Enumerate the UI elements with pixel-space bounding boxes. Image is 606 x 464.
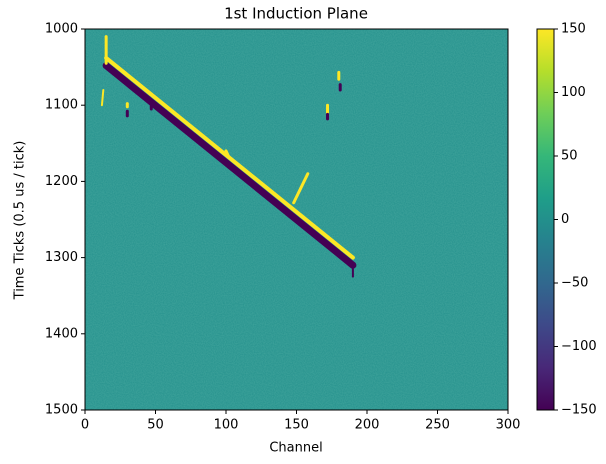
y-tick-label: 1500 — [45, 403, 78, 418]
y-tick-label: 1200 — [45, 174, 78, 189]
track — [224, 149, 231, 159]
x-tick-label: 50 — [147, 418, 164, 433]
colorbar-tick-label: 150 — [561, 22, 586, 37]
x-tick-label: 0 — [81, 418, 89, 433]
chart-title: 1st Induction Plane — [224, 5, 368, 23]
track — [100, 88, 105, 107]
y-axis-label: Time Ticks (0.5 us / tick) — [13, 141, 28, 301]
track — [292, 172, 310, 205]
colorbar-tick-label: −100 — [561, 339, 597, 354]
colorbar-tick-label: 100 — [561, 85, 586, 100]
colorbar-tick-label: −50 — [561, 276, 588, 291]
colorbar — [536, 28, 555, 411]
colorbar-tick-label: −150 — [561, 403, 597, 418]
colorbar-tick-label: 50 — [561, 149, 578, 164]
colorbar-tick-label: 0 — [561, 212, 569, 227]
y-tick-label: 1400 — [45, 326, 78, 341]
x-tick-label: 300 — [496, 418, 521, 433]
heatmap — [85, 29, 508, 410]
y-tick-label: 1000 — [45, 22, 78, 37]
track — [102, 62, 357, 269]
y-tick-label: 1100 — [45, 98, 78, 113]
x-tick-label: 100 — [214, 418, 239, 433]
x-axis-label: Channel — [269, 441, 322, 456]
x-tick-label: 250 — [425, 418, 450, 433]
x-tick-label: 150 — [284, 418, 309, 433]
x-tick-label: 200 — [355, 418, 380, 433]
y-tick-label: 1300 — [45, 250, 78, 265]
